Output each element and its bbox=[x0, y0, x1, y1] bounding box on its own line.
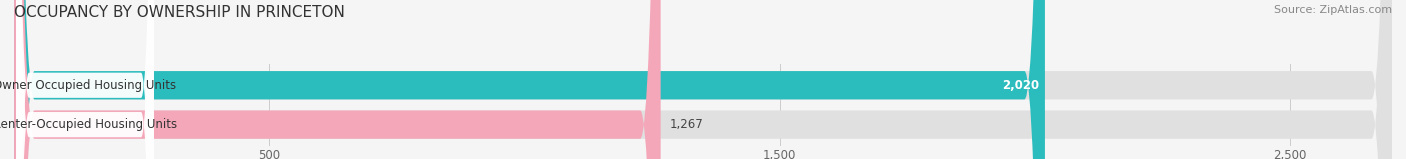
FancyBboxPatch shape bbox=[14, 0, 1392, 159]
Text: Source: ZipAtlas.com: Source: ZipAtlas.com bbox=[1274, 5, 1392, 15]
Text: Renter-Occupied Housing Units: Renter-Occupied Housing Units bbox=[0, 118, 177, 131]
FancyBboxPatch shape bbox=[14, 0, 1045, 159]
FancyBboxPatch shape bbox=[14, 0, 1392, 159]
Text: 1,267: 1,267 bbox=[669, 118, 703, 131]
Text: Owner Occupied Housing Units: Owner Occupied Housing Units bbox=[0, 79, 177, 92]
FancyBboxPatch shape bbox=[14, 0, 661, 159]
FancyBboxPatch shape bbox=[15, 0, 153, 159]
Text: OCCUPANCY BY OWNERSHIP IN PRINCETON: OCCUPANCY BY OWNERSHIP IN PRINCETON bbox=[14, 5, 344, 20]
Text: 2,020: 2,020 bbox=[1001, 79, 1039, 92]
FancyBboxPatch shape bbox=[15, 0, 153, 159]
